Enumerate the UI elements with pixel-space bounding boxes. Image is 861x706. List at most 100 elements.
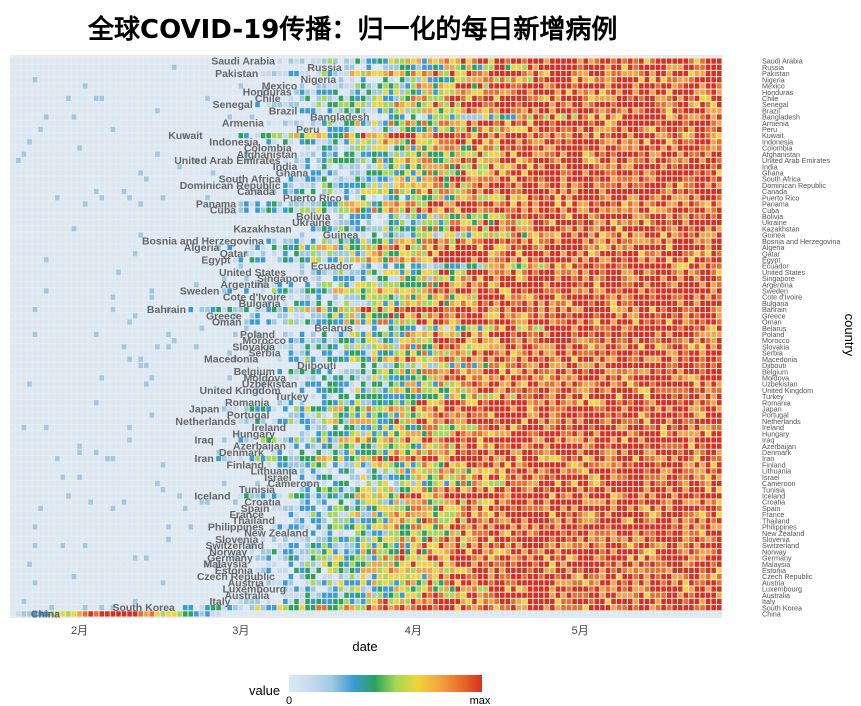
heatmap-cell [461, 89, 466, 95]
heatmap-cell [182, 170, 188, 176]
heatmap-cell [155, 95, 160, 101]
heatmap-cell [127, 89, 132, 95]
heatmap-cell [49, 195, 54, 201]
heatmap-cell [583, 145, 588, 151]
heatmap-cell [716, 188, 722, 195]
heatmap-cell [260, 188, 266, 195]
heatmap-cell [500, 64, 505, 70]
heatmap-cell [166, 251, 171, 257]
heatmap-cell [182, 151, 188, 157]
heatmap-cell [372, 207, 377, 213]
heatmap-cell [233, 182, 238, 188]
heatmap-cell [149, 89, 155, 95]
heatmap-cell [182, 164, 188, 170]
heatmap-cell [394, 201, 399, 207]
heatmap-cell [132, 101, 138, 108]
heatmap-cell [360, 64, 366, 70]
heatmap-cell [477, 275, 483, 282]
heatmap-cell [49, 176, 54, 182]
heatmap-cell [694, 89, 700, 95]
heatmap-cell [283, 195, 288, 201]
heatmap-cell [455, 133, 461, 139]
heatmap-cell [199, 188, 205, 195]
heatmap-cell [144, 201, 149, 207]
heatmap-cell [644, 226, 650, 232]
heatmap-cell [132, 213, 138, 219]
heatmap-cell [550, 101, 555, 108]
heatmap-cell [538, 151, 544, 157]
heatmap-cell [672, 145, 677, 151]
heatmap-cell [500, 157, 505, 164]
heatmap-cell [511, 89, 516, 95]
heatmap-cell [544, 95, 550, 101]
heatmap-cell [366, 145, 372, 151]
heatmap-cell [177, 294, 182, 300]
heatmap-cell [433, 238, 438, 244]
heatmap-cell [238, 182, 244, 188]
heatmap-cell [199, 195, 205, 201]
heatmap-cell [127, 120, 132, 126]
heatmap-cell [149, 238, 155, 244]
heatmap-cell [205, 213, 210, 219]
heatmap-cell [650, 275, 655, 282]
heatmap-cell [622, 213, 627, 219]
heatmap-cell [227, 263, 232, 269]
heatmap-cell [49, 213, 54, 219]
heatmap-cell [266, 164, 271, 170]
heatmap-cell [16, 77, 21, 83]
heatmap-cell [411, 232, 416, 238]
heatmap-cell [683, 195, 689, 201]
heatmap-cell [444, 64, 449, 70]
heatmap-cell [194, 232, 199, 238]
heatmap-cell [366, 288, 372, 294]
heatmap-cell [622, 176, 627, 182]
heatmap-cell [483, 238, 488, 244]
heatmap-cell [266, 288, 271, 294]
heatmap-cell [705, 232, 711, 238]
heatmap-cell [99, 151, 105, 157]
heatmap-cell [205, 201, 210, 207]
heatmap-cell [266, 294, 271, 300]
heatmap-cell [238, 77, 244, 83]
heatmap-cell [377, 89, 383, 95]
heatmap-cell [377, 251, 383, 257]
heatmap-cell [166, 294, 171, 300]
heatmap-cell [93, 170, 99, 176]
heatmap-cell [199, 275, 205, 282]
heatmap-cell [627, 83, 633, 89]
heatmap-cell [116, 201, 121, 207]
heatmap-cell [99, 207, 105, 213]
heatmap-cell [316, 126, 321, 133]
heatmap-cell [116, 77, 121, 83]
heatmap-cell [16, 226, 21, 232]
heatmap-cell [221, 151, 227, 157]
heatmap-cell [21, 226, 27, 232]
heatmap-cell [149, 294, 155, 300]
heatmap-cell [194, 77, 199, 83]
heatmap-cell [388, 133, 394, 139]
heatmap-cell [255, 164, 260, 170]
heatmap-cell [305, 257, 310, 263]
heatmap-cell [678, 213, 683, 219]
heatmap-cell [16, 201, 21, 207]
heatmap-cell [216, 238, 221, 244]
heatmap-cell [110, 257, 116, 263]
heatmap-cell [416, 263, 422, 269]
heatmap-cell [399, 269, 405, 275]
heatmap-cell [138, 226, 143, 232]
heatmap-cell [639, 170, 644, 176]
heatmap-cell [544, 126, 550, 133]
heatmap-cell [483, 139, 488, 145]
heatmap-cell [116, 288, 121, 294]
heatmap-cell [444, 176, 449, 182]
heatmap-cell [32, 226, 38, 232]
heatmap-cell [461, 207, 466, 213]
heatmap-cell [333, 213, 338, 219]
heatmap-cell [416, 238, 422, 244]
heatmap-cell [377, 164, 383, 170]
heatmap-cell [127, 58, 132, 64]
heatmap-cell [444, 83, 449, 89]
heatmap-cell [683, 207, 689, 213]
heatmap-cell [577, 77, 583, 83]
heatmap-cell [650, 58, 655, 64]
